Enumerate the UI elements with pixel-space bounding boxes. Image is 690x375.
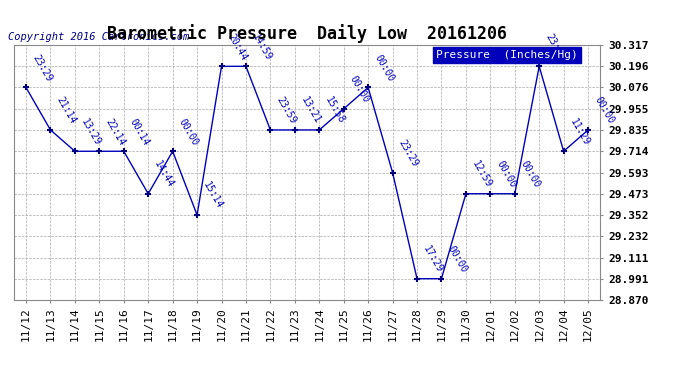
Text: 11:29: 11:29 [568, 117, 591, 147]
Text: 15:58: 15:58 [324, 95, 347, 126]
Text: 00:00: 00:00 [592, 95, 615, 126]
Text: 14:59: 14:59 [250, 32, 273, 62]
Text: 20:44: 20:44 [226, 32, 249, 62]
Text: 00:00: 00:00 [519, 159, 542, 190]
Text: 23:29: 23:29 [30, 53, 54, 83]
Text: 13:21: 13:21 [299, 95, 322, 126]
Text: 00:00: 00:00 [373, 53, 395, 83]
Text: 17:29: 17:29 [421, 244, 444, 274]
Text: 13:29: 13:29 [79, 117, 102, 147]
Text: 12:59: 12:59 [470, 159, 493, 190]
Text: 23:44: 23:44 [543, 32, 566, 62]
Title: Barometric Pressure  Daily Low  20161206: Barometric Pressure Daily Low 20161206 [107, 24, 507, 44]
Text: 00:00: 00:00 [495, 159, 518, 190]
Text: 23:29: 23:29 [397, 138, 420, 168]
Text: 14:44: 14:44 [152, 159, 176, 190]
Text: 00:00: 00:00 [446, 244, 469, 274]
Text: 00:14: 00:14 [128, 117, 151, 147]
Text: 21:14: 21:14 [55, 95, 78, 126]
Text: 00:00: 00:00 [177, 117, 200, 147]
Text: 23:59: 23:59 [275, 95, 298, 126]
Text: Pressure  (Inches/Hg): Pressure (Inches/Hg) [436, 50, 578, 60]
Text: 00:00: 00:00 [348, 74, 371, 105]
Text: Copyright 2016 Cartronics.com: Copyright 2016 Cartronics.com [8, 33, 189, 42]
Text: 15:14: 15:14 [201, 180, 225, 211]
Text: 22:14: 22:14 [104, 117, 127, 147]
